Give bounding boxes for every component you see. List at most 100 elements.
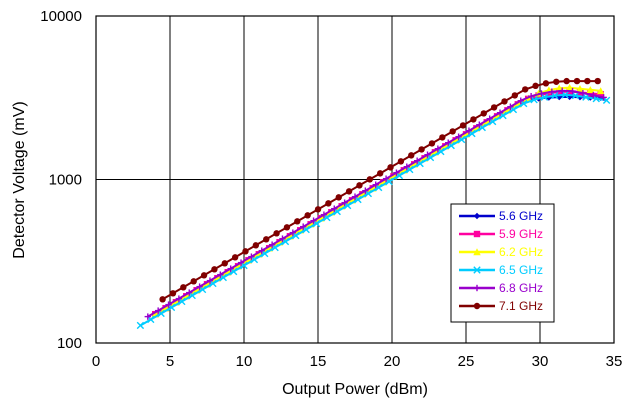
data-point — [333, 207, 341, 216]
data-point — [459, 122, 467, 129]
legend-marker — [473, 212, 481, 220]
data-point — [596, 87, 605, 95]
data-point — [310, 217, 317, 224]
data-point — [180, 284, 187, 291]
data-point — [248, 253, 255, 260]
data-point — [465, 127, 473, 134]
data-point — [304, 212, 311, 219]
data-point — [511, 92, 519, 99]
legend-marker — [473, 248, 481, 256]
data-point — [540, 93, 549, 101]
data-point — [261, 249, 269, 258]
data-point — [496, 109, 504, 116]
x-tick-label: 20 — [384, 353, 401, 370]
x-tick-label: 10 — [236, 353, 253, 370]
data-point — [273, 230, 280, 237]
data-point — [566, 93, 573, 101]
marker-stroke — [540, 93, 549, 101]
marker-stroke — [478, 123, 486, 132]
marker-stroke — [499, 111, 507, 120]
data-point — [374, 183, 383, 192]
marker-stroke — [551, 91, 559, 100]
data-point — [154, 307, 162, 314]
data-point — [600, 94, 607, 101]
data-point — [198, 285, 207, 294]
marker-stroke — [333, 207, 341, 216]
data-point — [242, 248, 249, 255]
data-point — [345, 188, 353, 195]
legend-entry: 6.2 GHz — [459, 245, 543, 259]
data-point — [325, 200, 332, 207]
marker-stroke — [281, 237, 290, 246]
data-point — [289, 229, 297, 236]
series-7-1-ghz — [159, 77, 601, 303]
data-point — [573, 77, 581, 85]
data-point — [551, 91, 559, 100]
marker-stroke — [292, 231, 300, 240]
marker-stroke — [447, 141, 455, 150]
data-point — [147, 315, 155, 324]
data-point — [219, 273, 227, 282]
data-point — [258, 247, 265, 254]
data-point — [507, 103, 514, 110]
data-point — [490, 104, 498, 111]
series-group — [136, 77, 611, 330]
data-point — [424, 151, 431, 158]
marker-stroke — [229, 267, 238, 276]
data-point — [437, 147, 445, 156]
x-tick-labels: 0 5 10 15 20 25 30 35 — [92, 353, 622, 370]
data-point — [590, 92, 597, 99]
data-point — [302, 225, 310, 234]
data-point — [597, 91, 604, 98]
data-point — [428, 140, 436, 147]
series-6-5-ghz — [136, 91, 611, 330]
data-point — [237, 259, 245, 266]
data-point — [556, 88, 563, 96]
marker-stroke — [561, 91, 569, 99]
data-point — [186, 289, 193, 296]
data-point — [209, 279, 217, 288]
legend-label: 7.1 GHz — [499, 299, 543, 313]
data-point — [190, 278, 197, 285]
data-point — [478, 123, 486, 132]
data-point — [499, 111, 507, 120]
x-tick-label: 30 — [532, 353, 549, 370]
data-point — [501, 98, 508, 105]
data-point — [385, 177, 393, 186]
marker-stroke — [395, 171, 404, 180]
marker-stroke — [406, 165, 414, 174]
marker-stroke — [385, 177, 393, 186]
data-point — [331, 205, 338, 212]
legend-box — [450, 203, 555, 323]
marker-stroke — [240, 261, 248, 270]
data-point — [457, 135, 466, 144]
data-point — [351, 193, 359, 200]
legend-marker — [473, 284, 481, 292]
marker-stroke — [323, 213, 331, 222]
data-point — [167, 303, 176, 312]
data-point — [169, 290, 177, 297]
data-point — [395, 171, 404, 180]
marker-stroke — [178, 297, 186, 306]
legend-marker — [473, 266, 481, 274]
data-point — [408, 152, 415, 159]
x-tick-label: 15 — [310, 353, 327, 370]
data-point — [165, 301, 172, 308]
data-point — [240, 261, 248, 270]
marker-stroke — [261, 249, 269, 258]
legend-label: 6.5 GHz — [499, 263, 543, 277]
legend-label: 6.8 GHz — [499, 281, 543, 295]
marker-stroke — [457, 135, 466, 144]
marker-stroke — [312, 219, 321, 228]
data-point — [565, 83, 574, 91]
data-point — [252, 242, 260, 249]
data-point — [227, 265, 234, 272]
data-point — [372, 181, 379, 188]
data-point — [382, 175, 390, 182]
data-point — [553, 78, 560, 85]
marker-stroke — [136, 321, 145, 330]
data-point — [300, 223, 307, 230]
x-tick-label: 5 — [166, 353, 174, 370]
data-point — [250, 255, 259, 264]
data-point — [559, 87, 566, 94]
